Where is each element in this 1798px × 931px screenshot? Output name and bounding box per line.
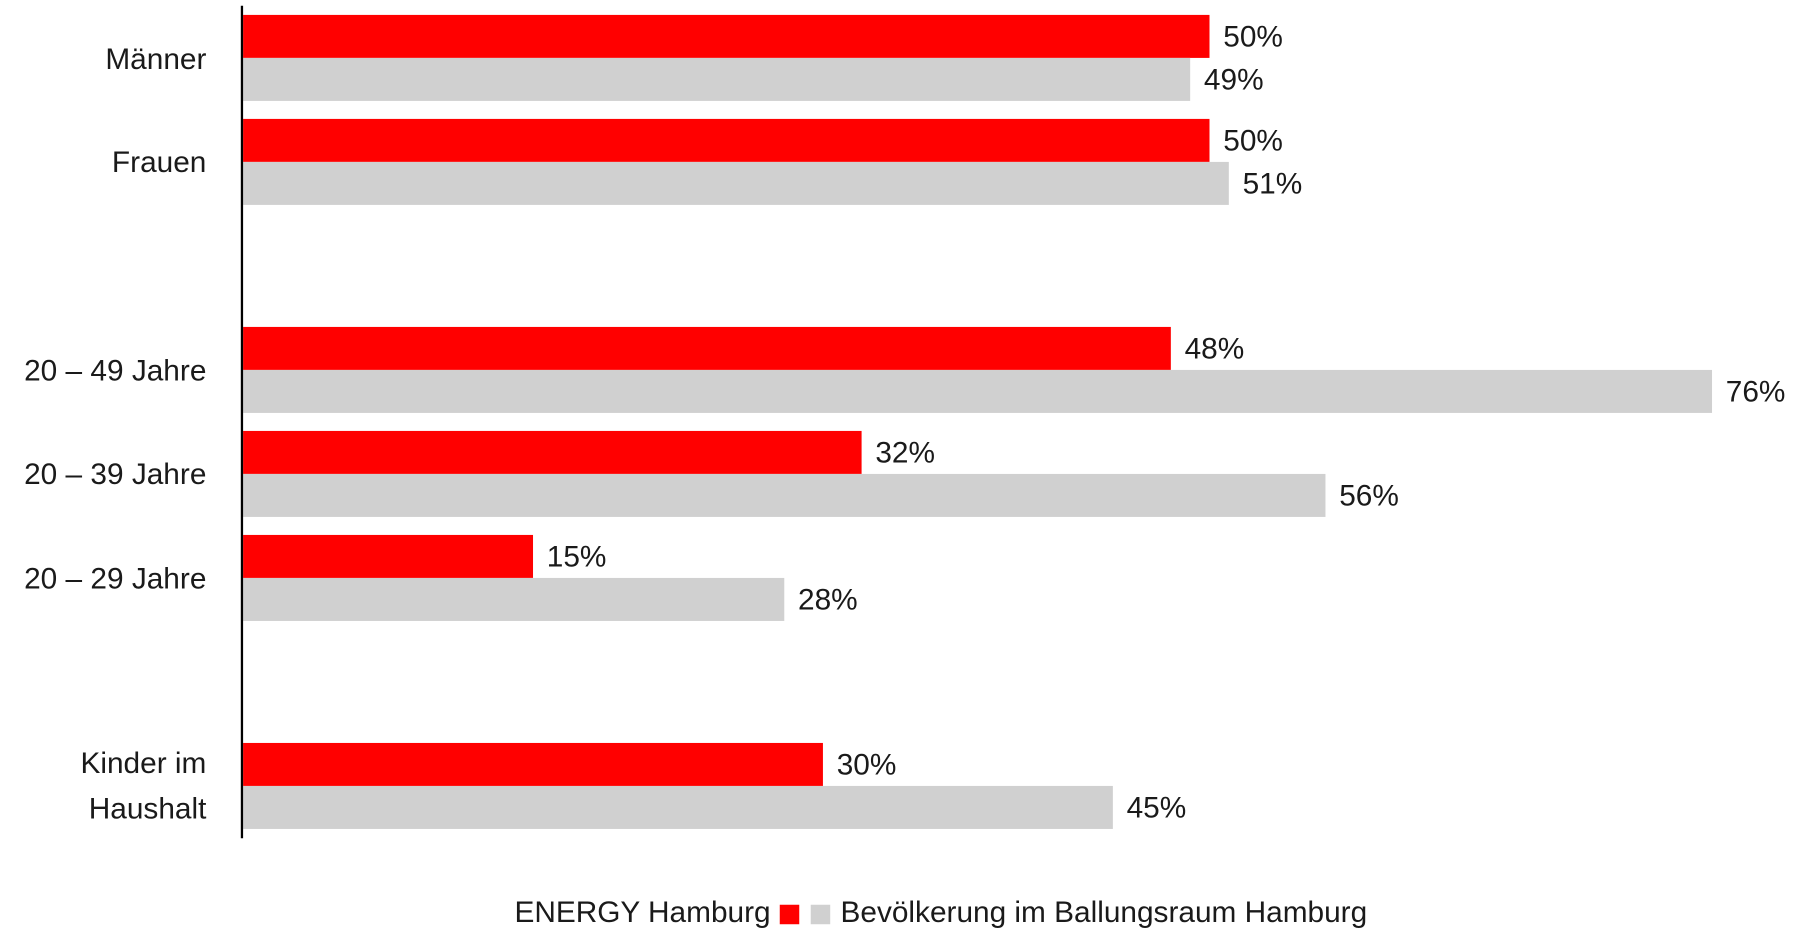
value-label: 51%	[1243, 168, 1303, 201]
bar	[243, 14, 1210, 58]
bar	[243, 785, 1113, 829]
value-label: 50%	[1223, 125, 1283, 158]
bar	[243, 473, 1326, 517]
category-label: 20 – 49 Jahre	[24, 352, 207, 388]
value-label: 45%	[1127, 792, 1187, 825]
legend-label: Bevölkerung im Ballungsraum Hamburg	[841, 896, 1368, 929]
value-label: 15%	[547, 541, 607, 574]
value-label: 56%	[1339, 480, 1399, 513]
value-label: 76%	[1726, 376, 1786, 409]
bar	[243, 742, 823, 786]
bar	[243, 430, 862, 474]
bar	[243, 534, 534, 578]
value-label: 49%	[1204, 64, 1264, 97]
bar	[243, 577, 785, 621]
bar	[243, 118, 1210, 162]
legend-label: ENERGY Hamburg	[514, 896, 770, 929]
category-label: Kinder im Haushalt	[80, 745, 207, 827]
value-label: 48%	[1185, 333, 1245, 366]
value-label: 28%	[798, 584, 858, 617]
value-label: 32%	[875, 437, 935, 470]
category-label: 20 – 39 Jahre	[24, 456, 207, 492]
legend-swatch	[779, 904, 800, 925]
category-label: Männer	[105, 40, 207, 76]
category-label: 20 – 29 Jahre	[24, 560, 207, 596]
value-label: 30%	[837, 749, 897, 782]
bar	[243, 369, 1713, 413]
bar	[243, 57, 1191, 101]
legend-swatch	[810, 904, 831, 925]
category-label: Frauen	[111, 144, 207, 180]
value-label: 50%	[1223, 21, 1283, 54]
bar	[243, 326, 1171, 370]
bar	[243, 161, 1229, 205]
